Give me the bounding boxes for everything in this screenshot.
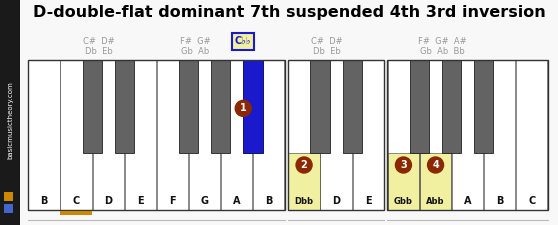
- Bar: [387, 60, 548, 210]
- Text: F: F: [169, 196, 176, 206]
- Text: C♭♭: C♭♭: [235, 36, 252, 46]
- Circle shape: [296, 157, 312, 173]
- Bar: [353, 60, 384, 210]
- Bar: [420, 153, 451, 210]
- Text: Gbb: Gbb: [394, 196, 413, 205]
- Text: C#  D#: C# D#: [83, 38, 114, 47]
- Text: Db  Eb: Db Eb: [312, 47, 340, 56]
- Text: D: D: [104, 196, 112, 206]
- Bar: [474, 60, 493, 153]
- Bar: [93, 60, 124, 210]
- Bar: [388, 153, 419, 210]
- Text: D-double-flat dominant 7th suspended 4th 3rd inversion: D-double-flat dominant 7th suspended 4th…: [32, 4, 545, 20]
- Bar: [211, 60, 230, 153]
- Text: C#  D#: C# D#: [311, 38, 343, 47]
- Bar: [179, 60, 198, 153]
- Bar: [288, 60, 384, 210]
- Bar: [4, 204, 13, 213]
- Text: Gb  Ab: Gb Ab: [181, 47, 209, 56]
- Text: B: B: [496, 196, 503, 206]
- Text: basicmusictheory.com: basicmusictheory.com: [7, 81, 13, 159]
- Bar: [420, 60, 451, 210]
- Bar: [28, 60, 285, 210]
- Text: D: D: [332, 196, 340, 206]
- Bar: [115, 60, 134, 153]
- Bar: [484, 60, 515, 210]
- Bar: [310, 60, 330, 153]
- Bar: [343, 60, 362, 153]
- Text: F#  G#: F# G#: [180, 38, 210, 47]
- Bar: [442, 60, 461, 153]
- Bar: [243, 60, 262, 153]
- Bar: [4, 192, 13, 201]
- Bar: [157, 60, 188, 210]
- Text: 3: 3: [400, 160, 407, 170]
- Text: C: C: [73, 196, 80, 206]
- Bar: [288, 153, 320, 210]
- Text: Db  Eb: Db Eb: [85, 47, 113, 56]
- Bar: [28, 60, 60, 210]
- Bar: [410, 60, 429, 153]
- Text: 4: 4: [432, 160, 439, 170]
- Circle shape: [427, 157, 444, 173]
- Bar: [124, 60, 156, 210]
- Bar: [288, 60, 320, 210]
- Text: E: E: [365, 196, 372, 206]
- Bar: [253, 60, 285, 210]
- Text: Abb: Abb: [426, 196, 445, 205]
- Text: Gb  Ab  Bb: Gb Ab Bb: [420, 47, 464, 56]
- Text: A: A: [464, 196, 472, 206]
- Text: A: A: [233, 196, 240, 206]
- Text: E: E: [137, 196, 144, 206]
- Text: G: G: [201, 196, 209, 206]
- Text: B: B: [265, 196, 273, 206]
- Bar: [221, 60, 252, 210]
- Bar: [83, 60, 102, 153]
- Bar: [60, 211, 92, 215]
- Circle shape: [396, 157, 411, 173]
- Bar: [320, 60, 352, 210]
- Bar: [189, 60, 220, 210]
- Bar: [60, 60, 92, 210]
- Circle shape: [235, 100, 251, 116]
- Text: Dbb: Dbb: [295, 196, 314, 205]
- Bar: [516, 60, 547, 210]
- Bar: [0, 0, 20, 225]
- Text: C: C: [528, 196, 536, 206]
- Text: 2: 2: [301, 160, 307, 170]
- Bar: [232, 33, 254, 50]
- Text: F#  G#  A#: F# G# A#: [418, 38, 466, 47]
- Bar: [452, 60, 483, 210]
- Bar: [388, 60, 419, 210]
- Text: B: B: [40, 196, 48, 206]
- Text: 1: 1: [240, 103, 247, 113]
